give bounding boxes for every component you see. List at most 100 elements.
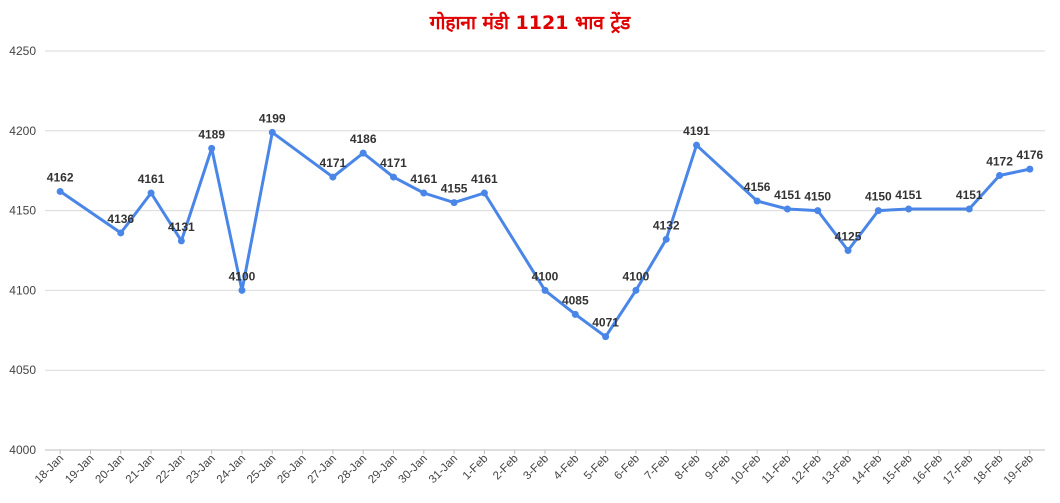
data-point bbox=[571, 310, 579, 318]
data-label: 4161 bbox=[410, 172, 437, 186]
data-label: 4150 bbox=[804, 190, 831, 204]
data-label: 4199 bbox=[259, 111, 286, 125]
data-label: 4151 bbox=[895, 188, 922, 202]
x-tick-label: 31-Jan bbox=[427, 453, 460, 486]
data-point bbox=[450, 199, 458, 207]
data-point bbox=[359, 149, 367, 157]
x-tick-label: 19-Jan bbox=[63, 453, 96, 486]
y-tick-label: 4000 bbox=[9, 443, 36, 457]
x-tick-label: 30-Jan bbox=[397, 453, 430, 486]
data-point bbox=[1026, 165, 1034, 173]
data-labels: 4162 4136 4161 4131 4189 4100 4199 417141864171… bbox=[47, 111, 1044, 329]
data-label: 4150 bbox=[865, 190, 892, 204]
x-tick-label: 20-Jan bbox=[94, 453, 127, 486]
x-tick-label: 23-Jan bbox=[184, 453, 217, 486]
data-label: 4071 bbox=[592, 316, 619, 330]
data-point bbox=[632, 286, 640, 294]
x-tick-label: 28-Jan bbox=[336, 453, 369, 486]
x-tick-label: 7-Feb bbox=[643, 453, 673, 483]
x-tick-label: 18-Feb bbox=[971, 453, 1005, 487]
data-point bbox=[541, 286, 549, 294]
gridlines bbox=[45, 50, 1045, 451]
x-axis-ticks: 18-Jan19-Jan20-Jan21-Jan22-Jan23-Jan24-J… bbox=[33, 450, 1036, 487]
data-point bbox=[420, 189, 428, 197]
x-tick-label: 25-Jan bbox=[245, 453, 278, 486]
x-tick-label: 1-Feb bbox=[461, 453, 491, 483]
data-label: 4100 bbox=[229, 269, 256, 283]
data-point bbox=[117, 229, 125, 237]
data-label: 4161 bbox=[138, 172, 165, 186]
x-tick-label: 10-Feb bbox=[729, 453, 763, 487]
x-tick-label: 11-Feb bbox=[760, 453, 794, 487]
data-point bbox=[753, 197, 761, 205]
x-tick-label: 13-Feb bbox=[820, 453, 854, 487]
x-tick-label: 6-Feb bbox=[612, 453, 642, 483]
y-tick-label: 4050 bbox=[9, 363, 36, 377]
data-label: 4151 bbox=[774, 188, 801, 202]
data-point bbox=[905, 205, 913, 213]
x-tick-label: 3-Feb bbox=[521, 453, 551, 483]
data-point bbox=[783, 205, 791, 213]
data-point bbox=[177, 237, 185, 245]
data-point bbox=[147, 189, 155, 197]
data-point bbox=[329, 173, 337, 181]
data-point bbox=[874, 207, 882, 215]
data-label: 4132 bbox=[653, 218, 680, 232]
series-line-path bbox=[59, 130, 1031, 339]
data-label: 4125 bbox=[835, 230, 862, 244]
x-tick-label: 19-Feb bbox=[1002, 453, 1036, 487]
x-tick-label: 4-Feb bbox=[552, 453, 582, 483]
data-label: 4176 bbox=[1016, 148, 1043, 162]
y-axis-ticks: 4000 4050 4100 4150 4200 4250 bbox=[9, 44, 36, 457]
x-tick-label: 26-Jan bbox=[275, 453, 308, 486]
data-label: 4100 bbox=[623, 269, 650, 283]
x-tick-label: 22-Jan bbox=[154, 453, 187, 486]
x-tick-label: 21-Jan bbox=[124, 453, 157, 486]
y-tick-label: 4100 bbox=[9, 283, 36, 297]
data-point bbox=[662, 235, 670, 243]
data-point bbox=[844, 247, 852, 254]
data-points bbox=[56, 128, 1034, 341]
x-tick-label: 18-Jan bbox=[33, 453, 66, 486]
x-tick-label: 2-Feb bbox=[491, 453, 521, 483]
x-tick-label: 12-Feb bbox=[790, 453, 824, 487]
data-label: 4151 bbox=[956, 188, 983, 202]
data-point bbox=[996, 171, 1004, 179]
x-tick-label: 24-Jan bbox=[215, 453, 248, 486]
y-tick-label: 4150 bbox=[9, 204, 36, 218]
x-tick-label: 29-Jan bbox=[366, 453, 399, 486]
data-point bbox=[208, 144, 216, 152]
data-point bbox=[602, 333, 610, 341]
data-label: 4171 bbox=[320, 156, 347, 170]
data-point bbox=[389, 173, 397, 181]
x-tick-label: 15-Feb bbox=[881, 453, 915, 487]
x-tick-label: 8-Feb bbox=[673, 453, 703, 483]
data-label: 4156 bbox=[744, 180, 771, 194]
data-label: 4186 bbox=[350, 132, 377, 146]
x-tick-label: 27-Jan bbox=[306, 453, 339, 486]
data-label: 4131 bbox=[168, 220, 195, 234]
data-label: 4191 bbox=[683, 124, 710, 138]
data-point bbox=[480, 189, 488, 197]
data-label: 4161 bbox=[471, 172, 498, 186]
y-tick-label: 4250 bbox=[9, 44, 36, 58]
data-label: 4162 bbox=[47, 170, 74, 184]
data-point bbox=[268, 128, 276, 136]
data-point bbox=[56, 187, 64, 195]
y-tick-label: 4200 bbox=[9, 124, 36, 138]
data-label: 4171 bbox=[380, 156, 407, 170]
data-label: 4100 bbox=[532, 269, 559, 283]
data-label: 4155 bbox=[441, 182, 468, 196]
data-point bbox=[693, 141, 701, 149]
chart-title: गोहाना मंडी 1121 भाव ट्रेंड bbox=[429, 11, 631, 34]
x-tick-label: 5-Feb bbox=[582, 453, 612, 483]
data-point bbox=[238, 286, 246, 294]
data-label: 4172 bbox=[986, 154, 1013, 168]
x-tick-label: 17-Feb bbox=[941, 453, 975, 487]
data-label: 4085 bbox=[562, 293, 589, 307]
series-line bbox=[59, 130, 1031, 339]
x-tick-label: 14-Feb bbox=[850, 453, 884, 487]
data-label: 4136 bbox=[107, 212, 134, 226]
data-point bbox=[965, 205, 973, 213]
